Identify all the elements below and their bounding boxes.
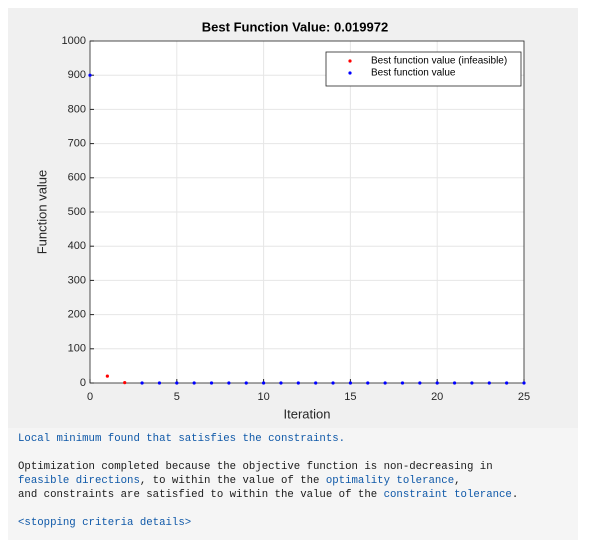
data-point xyxy=(105,374,109,378)
x-tick-label: 5 xyxy=(174,391,180,403)
data-point xyxy=(88,73,92,77)
data-point xyxy=(244,381,248,385)
y-tick-label: 1000 xyxy=(62,35,86,47)
message-line: Optimization completed because the objec… xyxy=(18,460,518,474)
details-line: <stopping criteria details> xyxy=(18,516,518,530)
legend-box xyxy=(325,51,522,87)
link[interactable]: optimality tolerance xyxy=(325,475,455,487)
data-point xyxy=(262,381,266,385)
message-line: and constraints are satisfied to within … xyxy=(18,488,518,502)
data-point xyxy=(348,381,352,385)
chart: Best Function Value: 0.019972 0 5 10 15 20 25… xyxy=(8,8,578,428)
data-point xyxy=(435,381,439,385)
text: Optimization completed because the objec… xyxy=(18,461,493,473)
output-panel: Best Function Value: 0.019972 0 5 10 15 20 25… xyxy=(8,8,578,540)
y-tick-label: 500 xyxy=(68,206,86,218)
spacer xyxy=(18,446,518,460)
details-link[interactable]: <stopping criteria details> xyxy=(18,517,192,529)
data-point xyxy=(296,381,300,385)
x-tick-label: 20 xyxy=(431,391,443,403)
legend-label: Best function value (infeasible) xyxy=(371,56,507,67)
data-point xyxy=(140,381,144,385)
text: , to within the value of the xyxy=(139,475,326,487)
data-point xyxy=(400,381,405,385)
y-tick-label: 400 xyxy=(68,240,86,252)
data-point xyxy=(366,381,370,385)
data-point xyxy=(331,381,335,385)
text: and constraints are satisfied to within … xyxy=(18,489,384,501)
headline: Local minimum found that satisfies the c… xyxy=(18,432,518,446)
chart-title: Best Function Value: 0.019972 xyxy=(202,19,388,34)
x-tick-label: 10 xyxy=(257,391,269,403)
spacer xyxy=(18,502,518,516)
data-point xyxy=(279,381,283,385)
data-point xyxy=(487,381,491,385)
message: Local minimum found that satisfies the c… xyxy=(18,432,518,530)
link[interactable]: feasible directions xyxy=(18,475,140,487)
data-point xyxy=(418,381,422,385)
headline-text: Local minimum found that satisfies the c… xyxy=(18,433,346,445)
legend-label: Best function value xyxy=(371,68,456,79)
data-point xyxy=(452,381,457,385)
y-tick-label: 200 xyxy=(68,309,86,321)
data-point xyxy=(175,381,179,385)
x-tick-label: 0 xyxy=(87,391,93,403)
legend-marker xyxy=(348,71,352,75)
axes-box xyxy=(89,40,525,384)
data-point xyxy=(157,381,162,385)
y-tick-label: 100 xyxy=(68,343,86,355)
text: . xyxy=(511,489,519,501)
data-point xyxy=(209,381,214,385)
link[interactable]: constraint tolerance xyxy=(383,489,512,501)
x-tick-label: 25 xyxy=(518,391,530,403)
x-tick-label: 15 xyxy=(344,391,356,403)
y-tick-label: 900 xyxy=(68,69,86,81)
y-tick-label: 700 xyxy=(68,138,86,150)
y-tick-label: 0 xyxy=(80,377,86,389)
y-tick-label: 600 xyxy=(68,172,86,184)
text: , xyxy=(454,475,461,487)
y-tick-label: 800 xyxy=(68,103,86,115)
y-axis-label: Function value xyxy=(34,170,49,255)
data-point xyxy=(522,381,526,385)
data-point xyxy=(227,381,231,385)
y-tick-label: 300 xyxy=(68,274,86,286)
data-point xyxy=(314,381,318,385)
data-point xyxy=(192,381,196,385)
message-line: feasible directions, to within the value… xyxy=(18,474,518,488)
data-point xyxy=(383,381,387,385)
x-axis-label: Iteration xyxy=(284,406,331,421)
data-point xyxy=(470,381,474,385)
data-point xyxy=(123,381,127,385)
data-point xyxy=(505,381,509,385)
legend-marker xyxy=(348,59,352,63)
